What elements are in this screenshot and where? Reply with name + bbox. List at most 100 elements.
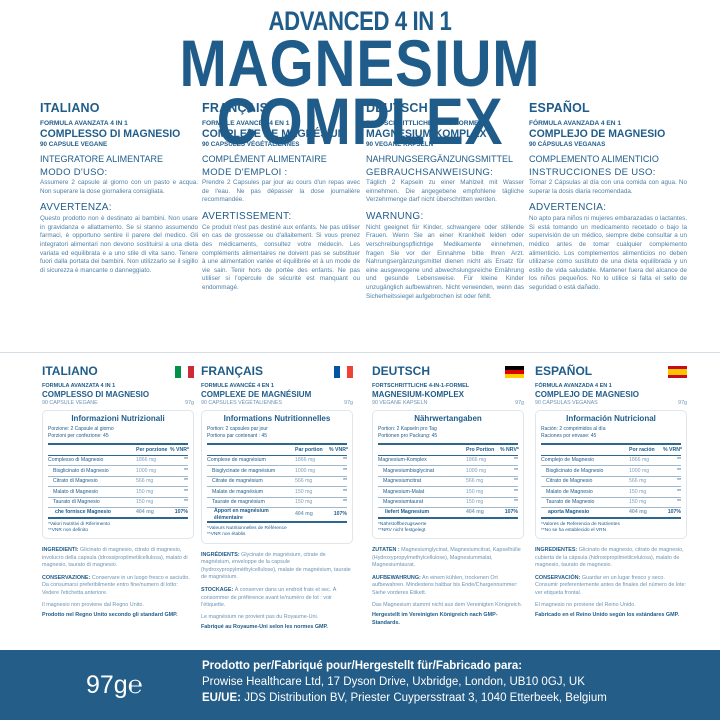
storage: STOCKAGE: À conserver dans un endroit fr…: [201, 587, 353, 610]
ingredients-label: INGREDIENTI:: [42, 547, 79, 554]
row-name: Complejo de Magnesio: [541, 457, 595, 463]
row-name: aporta Magnesio: [548, 509, 590, 515]
net-weight: 97g℮: [86, 670, 143, 700]
usage-text: Assumere 2 capsule al giorno con un past…: [40, 179, 198, 195]
ingredients-text: Glycinate de magnésium, citrate de magné…: [201, 551, 351, 581]
ingredients-text: Glicinato de magnesio, citrato de magnes…: [535, 547, 684, 569]
storage: CONSERVAZIONE: Conservare in un luogo fr…: [42, 575, 194, 598]
category-label: NAHRUNGSERGÄNZUNGSMITTEL: [366, 154, 514, 164]
flag-stripe: [340, 366, 347, 378]
formula-label: FORMULE AVANCÉE 4 EN 1: [202, 120, 290, 127]
table-row: liefert Magnesium 404 mg 107%: [378, 508, 518, 519]
row-amount: 404 mg: [466, 509, 484, 515]
ingredients-text: Glicinato di magnesio, citrato di magnes…: [42, 547, 188, 569]
language-heading: ESPAÑOL: [529, 101, 590, 115]
row-name: Bisglycinate de magnésium: [212, 467, 276, 474]
header-nrv: % VRN*: [663, 446, 683, 453]
nutrition-table-box: Nährwertangaben Portion: 2 Kapseln pro Ta…: [372, 410, 524, 540]
ingredients: ZUTATEN : Magnesiumglycinat, Magnesiumci…: [372, 547, 524, 570]
portion-info: Ración: 2 comprimidos al día Raciones por…: [541, 426, 681, 439]
category-label: INTEGRATORE ALIMENTARE: [40, 154, 164, 164]
row-nrv: 107%: [504, 509, 518, 515]
usage-text: Tomar 2 Cápsulas al día con una comida c…: [529, 179, 687, 195]
product-name: COMPLEJO DE MAGNESIO: [529, 128, 666, 140]
flag-stripe: [668, 366, 687, 369]
row-amount: 1000 mg: [629, 467, 650, 474]
row-nrv: **: [513, 467, 518, 474]
row-amount: 1000 mg: [136, 467, 157, 474]
storage-label: AUFBEWAHRUNG:: [372, 574, 421, 581]
panel-formula: FÓRMULA AVANZADA 4 EN 1: [535, 383, 612, 389]
row-name: Magnesiumbisglycinat: [383, 467, 435, 474]
category-label: COMPLÉMENT ALIMENTAIRE: [202, 154, 327, 164]
header-per-portion: Pro Portion: [466, 446, 495, 453]
flag-stripe: [346, 366, 353, 378]
manufacturing-text: Fabricado en el Reino Unido según los es…: [535, 612, 679, 619]
row-nrv: 107%: [333, 511, 347, 518]
panel-product: COMPLEJO DE MAGNESIO: [535, 390, 640, 399]
row-amount: 404 mg: [295, 511, 313, 518]
header-nrv: % NRV*: [500, 446, 519, 453]
product-name: COMPLEXE DE MAGNÉSIUM: [202, 128, 347, 140]
capsule-count: 90 CAPSULES VÉGÉTALIENNES: [202, 141, 300, 148]
nutrition-panel: ITALIANO FORMULA AVANZATA 4 IN 1 COMPLESSO…: [42, 364, 194, 620]
portion-line: Ración: 2 comprimidos al día: [541, 426, 606, 432]
panel-weight: 97g: [515, 400, 524, 406]
product-name: COMPLESSO DI MAGNESIO: [40, 128, 181, 140]
spain-flag-icon: [668, 366, 687, 378]
language-column: FRANÇAIS FORMULE AVANCÉE 4 EN 1 COMPLEXE D…: [202, 101, 360, 293]
row-name: liefert Magnesium: [385, 509, 430, 515]
warning-title: WARNUNG:: [366, 210, 424, 222]
table-row: Citrato de Magnesio 566 mg **: [541, 477, 681, 487]
flag-stripe: [187, 366, 194, 378]
language-column: ITALIANO FORMULA AVANZATA 4 IN 1 COMPLESSO…: [40, 101, 198, 275]
flag-stripe: [334, 366, 341, 378]
row-amount: 150 mg: [629, 499, 647, 505]
nutrition-table-title: Nährwertangaben: [414, 414, 482, 423]
storage-text: Guardar en un lugar fresco y seco. Consu…: [535, 574, 687, 597]
italy-flag-icon: [175, 366, 194, 378]
row-name: Magnesiumtaurat: [383, 499, 424, 505]
storage-label: STOCKAGE:: [201, 586, 234, 593]
table-row: Magnesium-Komplex 1866 mg **: [378, 456, 518, 466]
row-amount: 1866 mg: [295, 457, 316, 463]
row-name: Bisglicinato de Magnesio: [546, 467, 604, 474]
nutrition-table: Pro Portion % NRV* Magnesium-Komplex 1866 m…: [378, 443, 519, 519]
product-title: MAGNESIUM COMPLEX: [179, 26, 541, 158]
flag-stripe: [175, 366, 182, 378]
row-amount: 1866 mg: [466, 457, 487, 463]
usage-title: MODE D'EMPLOI :: [202, 167, 288, 178]
row-nrv: **: [676, 457, 681, 463]
row-name: Magnesiumcitrat: [383, 478, 422, 484]
row-nrv: **: [183, 478, 188, 484]
panel-formula: FORMULE AVANCÉE 4 EN 1: [201, 383, 274, 389]
row-amount: 150 mg: [136, 488, 154, 495]
row-name: Magnesium-Komplex: [378, 457, 427, 463]
row-amount: 566 mg: [295, 478, 313, 484]
row-amount: 1866 mg: [136, 457, 157, 463]
portion-line: Portion: 2 Kapseln pro Tag: [378, 426, 437, 432]
capsule-weight-row: 90 CAPSULE VEGANE 97g: [42, 400, 194, 407]
row-nrv: **: [183, 488, 188, 495]
table-row: Citrato di Magnesio 566 mg **: [48, 477, 188, 487]
footnote: *Nährstoffbezugswerte: [378, 521, 427, 527]
row-nrv: **: [513, 499, 518, 505]
footnote: *Valori Nutritivi di Riferimento: [48, 521, 111, 527]
storage-text: Conservare in un luogo fresco e asciutto…: [42, 574, 190, 597]
capsule-count: 90 CÁPSULAS VEGANAS: [529, 141, 606, 148]
formula-label: FORTSCHRITTLICHE 4-IN-1-FORMEL: [366, 120, 483, 127]
row-nrv: **: [183, 457, 188, 463]
category-label: COMPLEMENTO ALIMENTICIO: [529, 154, 659, 164]
section-divider: [0, 352, 720, 353]
row-name: Malato de Magnesio: [546, 488, 593, 495]
language-heading: ITALIANO: [40, 101, 100, 115]
origin-text: El magnesio no proviene del Reino Unido.: [535, 601, 636, 608]
storage-text: À conserver dans un endroit frais et sec…: [201, 586, 337, 609]
language-column: DEUTSCH FORTSCHRITTLICHE 4-IN-1-FORMEL MAG…: [366, 101, 524, 301]
table-row: Magnesium-Malat 150 mg **: [378, 487, 518, 498]
estimated-sign-icon: ℮: [127, 671, 143, 699]
footnote: **No se ha establecido el VRN: [541, 527, 607, 533]
row-amount: 150 mg: [466, 499, 484, 505]
weight-value: 97g: [86, 671, 128, 699]
language-heading: FRANÇAIS: [202, 101, 269, 115]
